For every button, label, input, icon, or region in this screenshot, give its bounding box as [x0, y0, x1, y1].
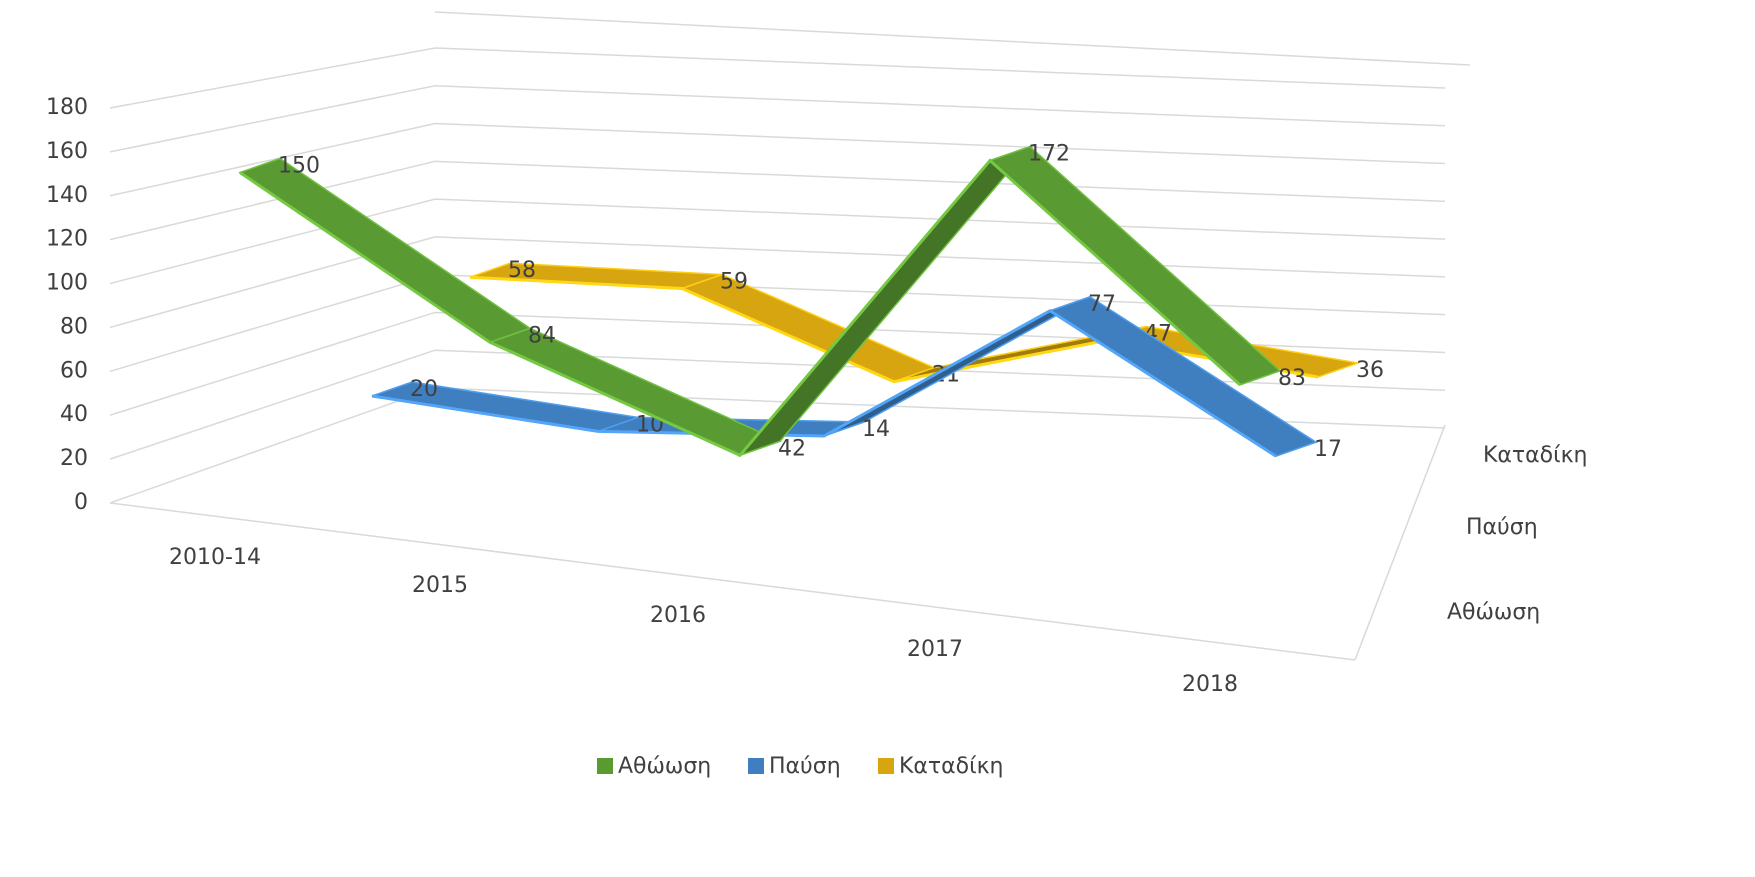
grid-line [109, 47, 1446, 109]
x-tick-label: 2015 [412, 573, 468, 598]
y-tick-label: 40 [60, 402, 88, 427]
data-label: 83 [1278, 366, 1306, 391]
data-label: 42 [778, 436, 806, 461]
depth-label: Αθώωση [1447, 600, 1540, 625]
data-label: 58 [508, 258, 536, 283]
line [239, 158, 1242, 458]
grid-line [109, 349, 1446, 460]
y-tick-label: 140 [46, 183, 88, 208]
y-tick-label: 0 [74, 490, 88, 515]
ribbon [238, 157, 532, 344]
grid-line [109, 160, 1446, 241]
legend-label: Παύση [769, 754, 841, 779]
data-label: 150 [278, 154, 320, 179]
x-tick-label: 2016 [650, 603, 706, 628]
legend-swatch [748, 758, 764, 774]
legend-label: Αθώωση [618, 754, 711, 779]
data-label: 59 [720, 270, 748, 295]
legend-swatch [878, 758, 894, 774]
line [371, 309, 1277, 458]
y-tick-label: 100 [46, 271, 88, 296]
data-label: 77 [1088, 292, 1116, 317]
data-label: 172 [1028, 142, 1070, 167]
depth-label: Καταδίκη [1483, 443, 1588, 468]
floor-front [109, 502, 1356, 661]
legend-label: Καταδίκη [899, 754, 1004, 779]
grid-line [109, 122, 1446, 197]
y-tick-label: 120 [46, 227, 88, 252]
floor-right [1354, 424, 1446, 661]
x-tick-label: 2017 [907, 637, 963, 662]
grid-line [109, 85, 1446, 153]
y-tick-label: 60 [60, 358, 88, 383]
x-tick-label: 2018 [1182, 672, 1238, 697]
legend-swatch [597, 758, 613, 774]
x-tick-label: 2010-14 [169, 545, 261, 570]
data-label: 17 [1314, 437, 1342, 462]
data-label: 20 [410, 377, 438, 402]
y-tick-label: 20 [60, 446, 88, 471]
y-tick-label: 160 [46, 139, 88, 164]
y-tick-label: 180 [46, 95, 88, 120]
y-tick-label: 80 [60, 314, 88, 339]
data-label: 14 [862, 417, 890, 442]
data-label: 36 [1356, 358, 1384, 383]
depth-label: Παύση [1466, 515, 1538, 540]
wall-top [434, 11, 1471, 66]
data-label: 84 [528, 323, 556, 348]
